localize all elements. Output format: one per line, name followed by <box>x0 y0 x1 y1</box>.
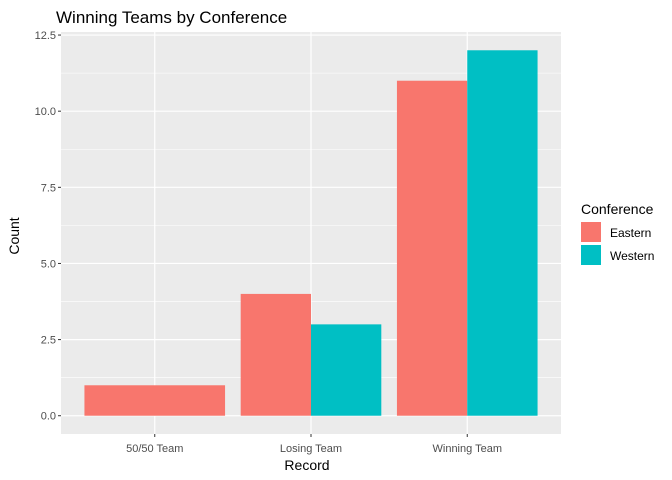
y-tick-label: 12.5 <box>35 30 56 42</box>
bars <box>84 50 538 416</box>
x-tick-label: 50/50 Team <box>126 443 183 455</box>
chart-title: Winning Teams by Conference <box>56 8 287 27</box>
bar-western-3 <box>467 50 538 416</box>
bar-eastern-3 <box>396 80 468 416</box>
x-axis: 50/50 Team Losing Team Winning Team <box>126 434 502 455</box>
legend-label-western: Western <box>610 249 654 263</box>
legend-title: Conference <box>581 201 654 217</box>
x-tick-label: Losing Team <box>280 443 342 455</box>
y-tick-label: 0.0 <box>41 411 56 423</box>
y-tick-label: 7.5 <box>41 182 56 194</box>
x-axis-title: Record <box>284 457 329 473</box>
bar-eastern-1 <box>84 385 226 416</box>
legend-swatch-western <box>581 245 601 265</box>
bar-eastern-2 <box>240 293 311 416</box>
legend-label-eastern: Eastern <box>610 226 651 240</box>
legend: Conference Eastern Western <box>581 201 654 265</box>
bar-western-2 <box>311 324 382 416</box>
y-tick-label: 5.0 <box>41 258 56 270</box>
x-tick-label: Winning Team <box>433 443 503 455</box>
y-tick-label: 2.5 <box>41 335 56 347</box>
y-tick-label: 10.0 <box>35 106 56 118</box>
y-axis: 0.0 2.5 5.0 7.5 10.0 12.5 <box>35 30 61 423</box>
y-axis-title: Count <box>6 217 22 254</box>
legend-swatch-eastern <box>581 222 601 242</box>
